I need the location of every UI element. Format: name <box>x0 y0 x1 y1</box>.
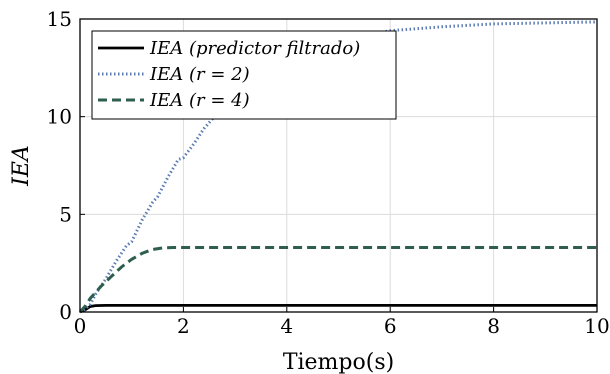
x-tick-label: 2 <box>177 314 190 338</box>
y-axis-label: IEA <box>9 145 34 187</box>
x-tick-label: 0 <box>74 314 87 338</box>
y-tick-label: 15 <box>47 7 72 31</box>
series-line-1 <box>79 304 597 314</box>
y-tick-label: 5 <box>59 202 72 226</box>
x-tick-labels: 0 2 4 6 8 10 <box>74 307 610 338</box>
series-line-2 <box>79 20 598 314</box>
x-tick-label: 8 <box>487 314 500 338</box>
x-axis-label: Tiempo(s) <box>283 350 394 374</box>
y-tick-label: 0 <box>59 300 72 324</box>
plot-frame <box>79 18 598 313</box>
y-tick-label: 10 <box>47 105 72 129</box>
y-tick-labels: 0 5 10 15 <box>47 7 85 324</box>
series-layer <box>78 20 598 314</box>
x-tick-label: 6 <box>384 314 397 338</box>
legend-label-1: IEA (predictor filtrado) <box>149 38 360 59</box>
legend-label-3: IEA (r = 4) <box>149 90 250 111</box>
legend-label-2: IEA (r = 2) <box>149 64 250 85</box>
series-line-3 <box>78 246 597 313</box>
x-tick-label: 4 <box>280 314 293 338</box>
x-tick-label: 10 <box>584 314 609 338</box>
legend: IEA (predictor filtrado) IEA (r = 2) IEA (… <box>91 30 397 120</box>
